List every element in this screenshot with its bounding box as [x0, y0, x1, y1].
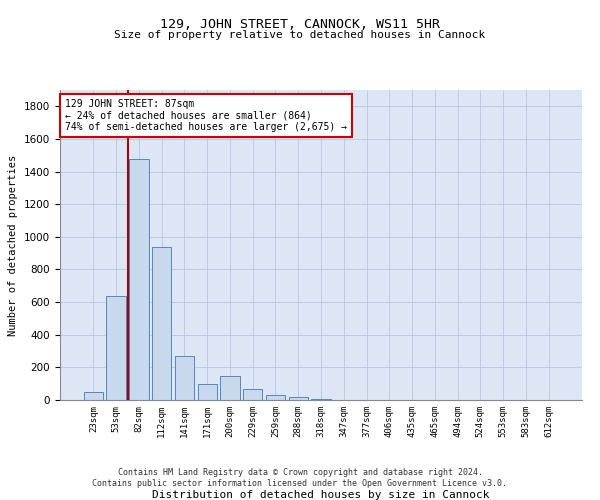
Bar	[243, 388, 262, 400]
Bar	[175, 356, 194, 400]
Bar	[84, 392, 103, 400]
Text: Contains HM Land Registry data © Crown copyright and database right 2024.
Contai: Contains HM Land Registry data © Crown c…	[92, 468, 508, 487]
Text: Size of property relative to detached houses in Cannock: Size of property relative to detached ho…	[115, 30, 485, 40]
Bar	[311, 399, 331, 400]
Text: 129, JOHN STREET, CANNOCK, WS11 5HR: 129, JOHN STREET, CANNOCK, WS11 5HR	[160, 18, 440, 30]
Bar	[129, 158, 149, 400]
X-axis label: Distribution of detached houses by size in Cannock: Distribution of detached houses by size …	[152, 490, 490, 500]
Text: 129 JOHN STREET: 87sqm
← 24% of detached houses are smaller (864)
74% of semi-de: 129 JOHN STREET: 87sqm ← 24% of detached…	[65, 100, 347, 132]
Bar	[220, 376, 239, 400]
Bar	[106, 296, 126, 400]
Y-axis label: Number of detached properties: Number of detached properties	[8, 154, 19, 336]
Bar	[197, 384, 217, 400]
Bar	[152, 246, 172, 400]
Bar	[266, 395, 285, 400]
Bar	[289, 396, 308, 400]
